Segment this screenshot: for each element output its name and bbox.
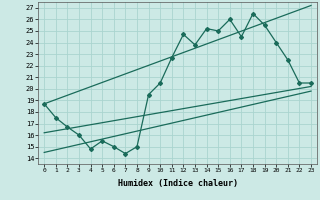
- X-axis label: Humidex (Indice chaleur): Humidex (Indice chaleur): [118, 179, 238, 188]
